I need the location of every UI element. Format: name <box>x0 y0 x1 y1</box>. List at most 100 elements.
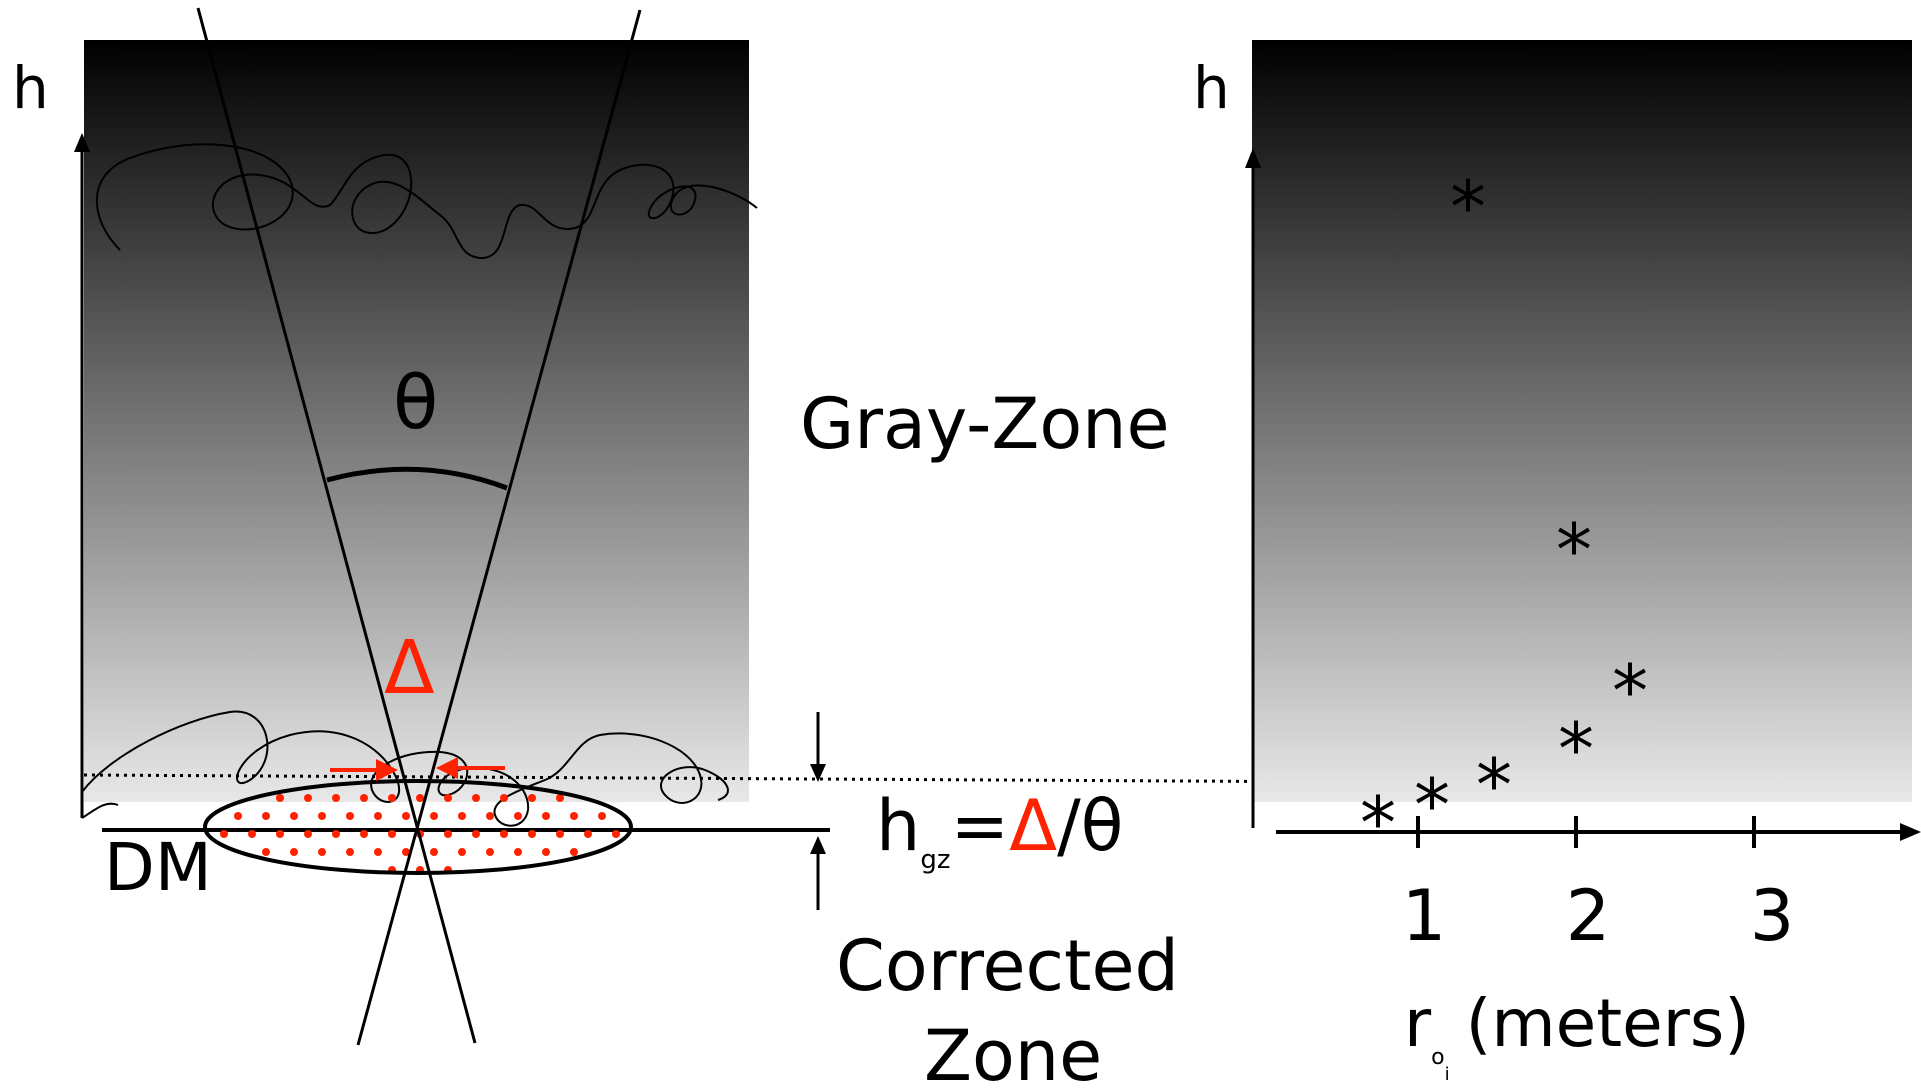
asterisk-marker-2: * <box>1556 508 1592 592</box>
red-dot <box>318 848 326 856</box>
red-dot <box>486 848 494 856</box>
gray-zone-label: Gray-Zone <box>800 383 1170 465</box>
lower-turbulence-curve <box>81 710 729 827</box>
x-tick-label-1: 1 <box>1402 875 1447 957</box>
upper-turbulence-curve <box>95 143 758 260</box>
left-panel: h θ Δ DM <box>12 7 1913 1046</box>
cone-line-left <box>196 7 477 1044</box>
red-dot <box>388 830 396 838</box>
red-dot <box>388 794 396 802</box>
dm-label: DM <box>104 829 212 906</box>
middle-annotations: Gray-Zone hgz=Δ/θ Corrected Zone <box>800 383 1179 1091</box>
asterisk-marker-5: * <box>1476 743 1512 827</box>
delta-red-arrows <box>330 757 505 781</box>
asterisk-marker-1: * <box>1450 165 1486 249</box>
corrected-zone-label-line1: Corrected <box>836 925 1179 1007</box>
red-dot <box>612 830 620 838</box>
formula-delta: Δ <box>1009 785 1057 867</box>
red-dot <box>556 830 564 838</box>
red-dot <box>556 794 564 802</box>
red-dot <box>486 812 494 820</box>
red-dot <box>542 848 550 856</box>
red-dot <box>304 830 312 838</box>
red-dot <box>234 812 242 820</box>
red-arrow-left-head <box>436 757 458 779</box>
asterisk-marker-7: * <box>1360 781 1396 865</box>
red-dot <box>430 812 438 820</box>
red-dot <box>500 794 508 802</box>
red-dot <box>290 812 298 820</box>
right-x-axis-arrowhead <box>1900 823 1921 841</box>
x-axis-label-sub-i: i <box>1445 1064 1450 1085</box>
corrected-region-red-dots <box>220 794 620 873</box>
red-dot <box>458 812 466 820</box>
formula-h: h <box>876 785 920 867</box>
red-dot <box>276 794 284 802</box>
hgz-formula: hgz=Δ/θ <box>876 785 1124 875</box>
red-dot <box>332 830 340 838</box>
theta-arc <box>326 466 508 491</box>
red-dot <box>514 848 522 856</box>
x-axis-label: roi (meters) <box>1404 985 1750 1085</box>
red-dot <box>374 812 382 820</box>
cone-line-right <box>356 9 642 1046</box>
asterisk-marker-3: * <box>1612 649 1648 733</box>
asterisk-marker-4: * <box>1558 707 1594 791</box>
red-dot <box>500 830 508 838</box>
right-h-axis-arrowhead <box>1245 148 1261 168</box>
red-dot <box>248 830 256 838</box>
red-dot <box>220 830 228 838</box>
formula-subscript: gz <box>920 845 950 875</box>
red-dot <box>402 812 410 820</box>
red-dot <box>332 794 340 802</box>
red-dot <box>514 812 522 820</box>
red-dot <box>570 812 578 820</box>
left-h-axis-arrowhead <box>74 133 90 152</box>
red-dot <box>318 812 326 820</box>
red-dot <box>444 794 452 802</box>
red-dot <box>542 812 550 820</box>
red-dot <box>304 794 312 802</box>
red-dot <box>570 848 578 856</box>
right-gray-gradient <box>1252 40 1912 802</box>
formula-equals: = <box>951 785 1010 867</box>
x-axis-label-sub-o: o <box>1431 1045 1444 1070</box>
red-dot <box>402 848 410 856</box>
red-dot <box>276 830 284 838</box>
red-dot <box>416 794 424 802</box>
red-dot <box>444 830 452 838</box>
left-h-axis-label: h <box>12 54 49 122</box>
dm-ellipse <box>203 779 633 875</box>
hgz-bottom-arrow-head <box>810 836 826 854</box>
asterisk-marker-6: * <box>1414 763 1450 847</box>
red-dot <box>430 848 438 856</box>
red-dot <box>290 848 298 856</box>
delta-symbol: Δ <box>384 625 435 711</box>
hgz-top-arrow-head <box>810 764 826 782</box>
red-dot <box>360 830 368 838</box>
red-dot <box>360 794 368 802</box>
corrected-zone-label-line2: Zone <box>924 1015 1102 1091</box>
formula-over-theta: /θ <box>1057 785 1123 867</box>
red-dot <box>528 830 536 838</box>
red-dot <box>528 794 536 802</box>
red-dot <box>346 812 354 820</box>
red-dot <box>262 812 270 820</box>
red-dot <box>584 830 592 838</box>
gray-zone-boundary-dotted <box>83 773 1913 787</box>
x-axis-label-r: r <box>1404 985 1432 1062</box>
red-dot <box>262 848 270 856</box>
right-h-axis-label: h <box>1193 54 1230 122</box>
red-dot <box>374 848 382 856</box>
red-dot <box>598 812 606 820</box>
x-axis-label-units: (meters) <box>1466 985 1750 1062</box>
red-dot <box>472 830 480 838</box>
x-tick-label-2: 2 <box>1566 875 1611 957</box>
red-dot <box>458 848 466 856</box>
red-arrow-right-head <box>376 759 398 781</box>
red-dot <box>472 794 480 802</box>
left-gray-gradient <box>84 40 749 802</box>
right-panel: h 1 2 3 roi (meters) * * * * * * * <box>1193 40 1921 1085</box>
red-dot <box>346 848 354 856</box>
